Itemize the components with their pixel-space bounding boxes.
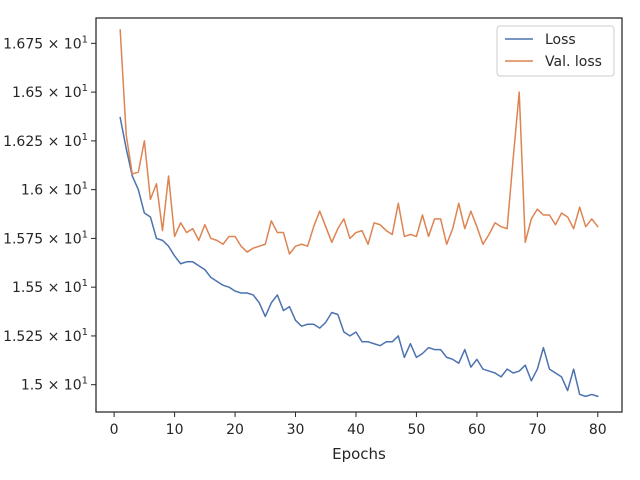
x-tick-label: 40 <box>347 422 365 438</box>
y-tick-base: 10 <box>64 280 82 296</box>
y-tick-base: 10 <box>64 329 82 345</box>
y-tick-times: × <box>43 134 64 150</box>
x-tick-label: 80 <box>589 422 607 438</box>
legend-label: Loss <box>545 32 576 48</box>
y-tick-times: × <box>43 378 64 394</box>
y-tick-base: 10 <box>64 85 82 101</box>
y-tick-exponent: 1 <box>82 327 88 338</box>
y-tick-exponent: 1 <box>82 278 88 289</box>
y-tick-label: 1.65 × 101 <box>12 83 88 101</box>
y-tick-times: × <box>43 36 64 52</box>
y-tick-base: 10 <box>64 183 82 199</box>
y-tick-base: 10 <box>64 378 82 394</box>
y-tick-times: × <box>43 329 64 345</box>
x-axis-title: Epochs <box>332 445 386 463</box>
y-tick-label: 1.5 × 101 <box>21 376 88 394</box>
plot-area <box>119 28 599 398</box>
y-tick-base: 10 <box>64 134 82 150</box>
y-tick-label: 1.55 × 101 <box>12 278 88 296</box>
y-tick-base: 10 <box>64 36 82 52</box>
y-tick-mantissa: 1.575 <box>3 231 43 247</box>
y-tick-times: × <box>43 183 64 199</box>
x-axis: 0 10 20 30 40 50 60 70 80 <box>110 412 607 438</box>
x-tick-label: 10 <box>166 422 184 438</box>
y-tick-times: × <box>43 231 64 247</box>
y-tick-times: × <box>43 280 64 296</box>
series-line-loss <box>119 116 599 398</box>
x-tick-label: 60 <box>468 422 486 438</box>
y-tick-mantissa: 1.525 <box>3 329 43 345</box>
y-tick-label: 1.675 × 101 <box>3 34 88 52</box>
y-tick-mantissa: 1.625 <box>3 134 43 150</box>
legend-label: Val. loss <box>545 54 602 70</box>
y-tick-mantissa: 1.6 <box>21 183 43 199</box>
series-line-val-loss <box>119 28 599 255</box>
y-tick-exponent: 1 <box>82 376 88 387</box>
y-tick-label: 1.575 × 101 <box>3 229 88 247</box>
x-tick-label: 50 <box>408 422 426 438</box>
y-tick-exponent: 1 <box>82 181 88 192</box>
y-tick-label: 1.525 × 101 <box>3 327 88 345</box>
y-tick-times: × <box>43 85 64 101</box>
x-tick-label: 70 <box>528 422 546 438</box>
x-tick-label: 30 <box>287 422 305 438</box>
x-tick-label: 20 <box>226 422 244 438</box>
y-tick-exponent: 1 <box>82 229 88 240</box>
y-tick-exponent: 1 <box>82 83 88 94</box>
y-tick-exponent: 1 <box>82 132 88 143</box>
y-tick-base: 10 <box>64 231 82 247</box>
y-tick-label: 1.6 × 101 <box>21 181 88 199</box>
y-tick-mantissa: 1.55 <box>12 280 43 296</box>
y-tick-mantissa: 1.5 <box>21 378 43 394</box>
y-tick-label: 1.625 × 101 <box>3 132 88 150</box>
y-tick-mantissa: 1.675 <box>3 36 43 52</box>
y-tick-mantissa: 1.65 <box>12 85 43 101</box>
y-tick-exponent: 1 <box>82 34 88 45</box>
x-tick-label: 0 <box>110 422 119 438</box>
legend: Loss Val. loss <box>496 25 615 77</box>
axes-frame <box>95 17 623 413</box>
